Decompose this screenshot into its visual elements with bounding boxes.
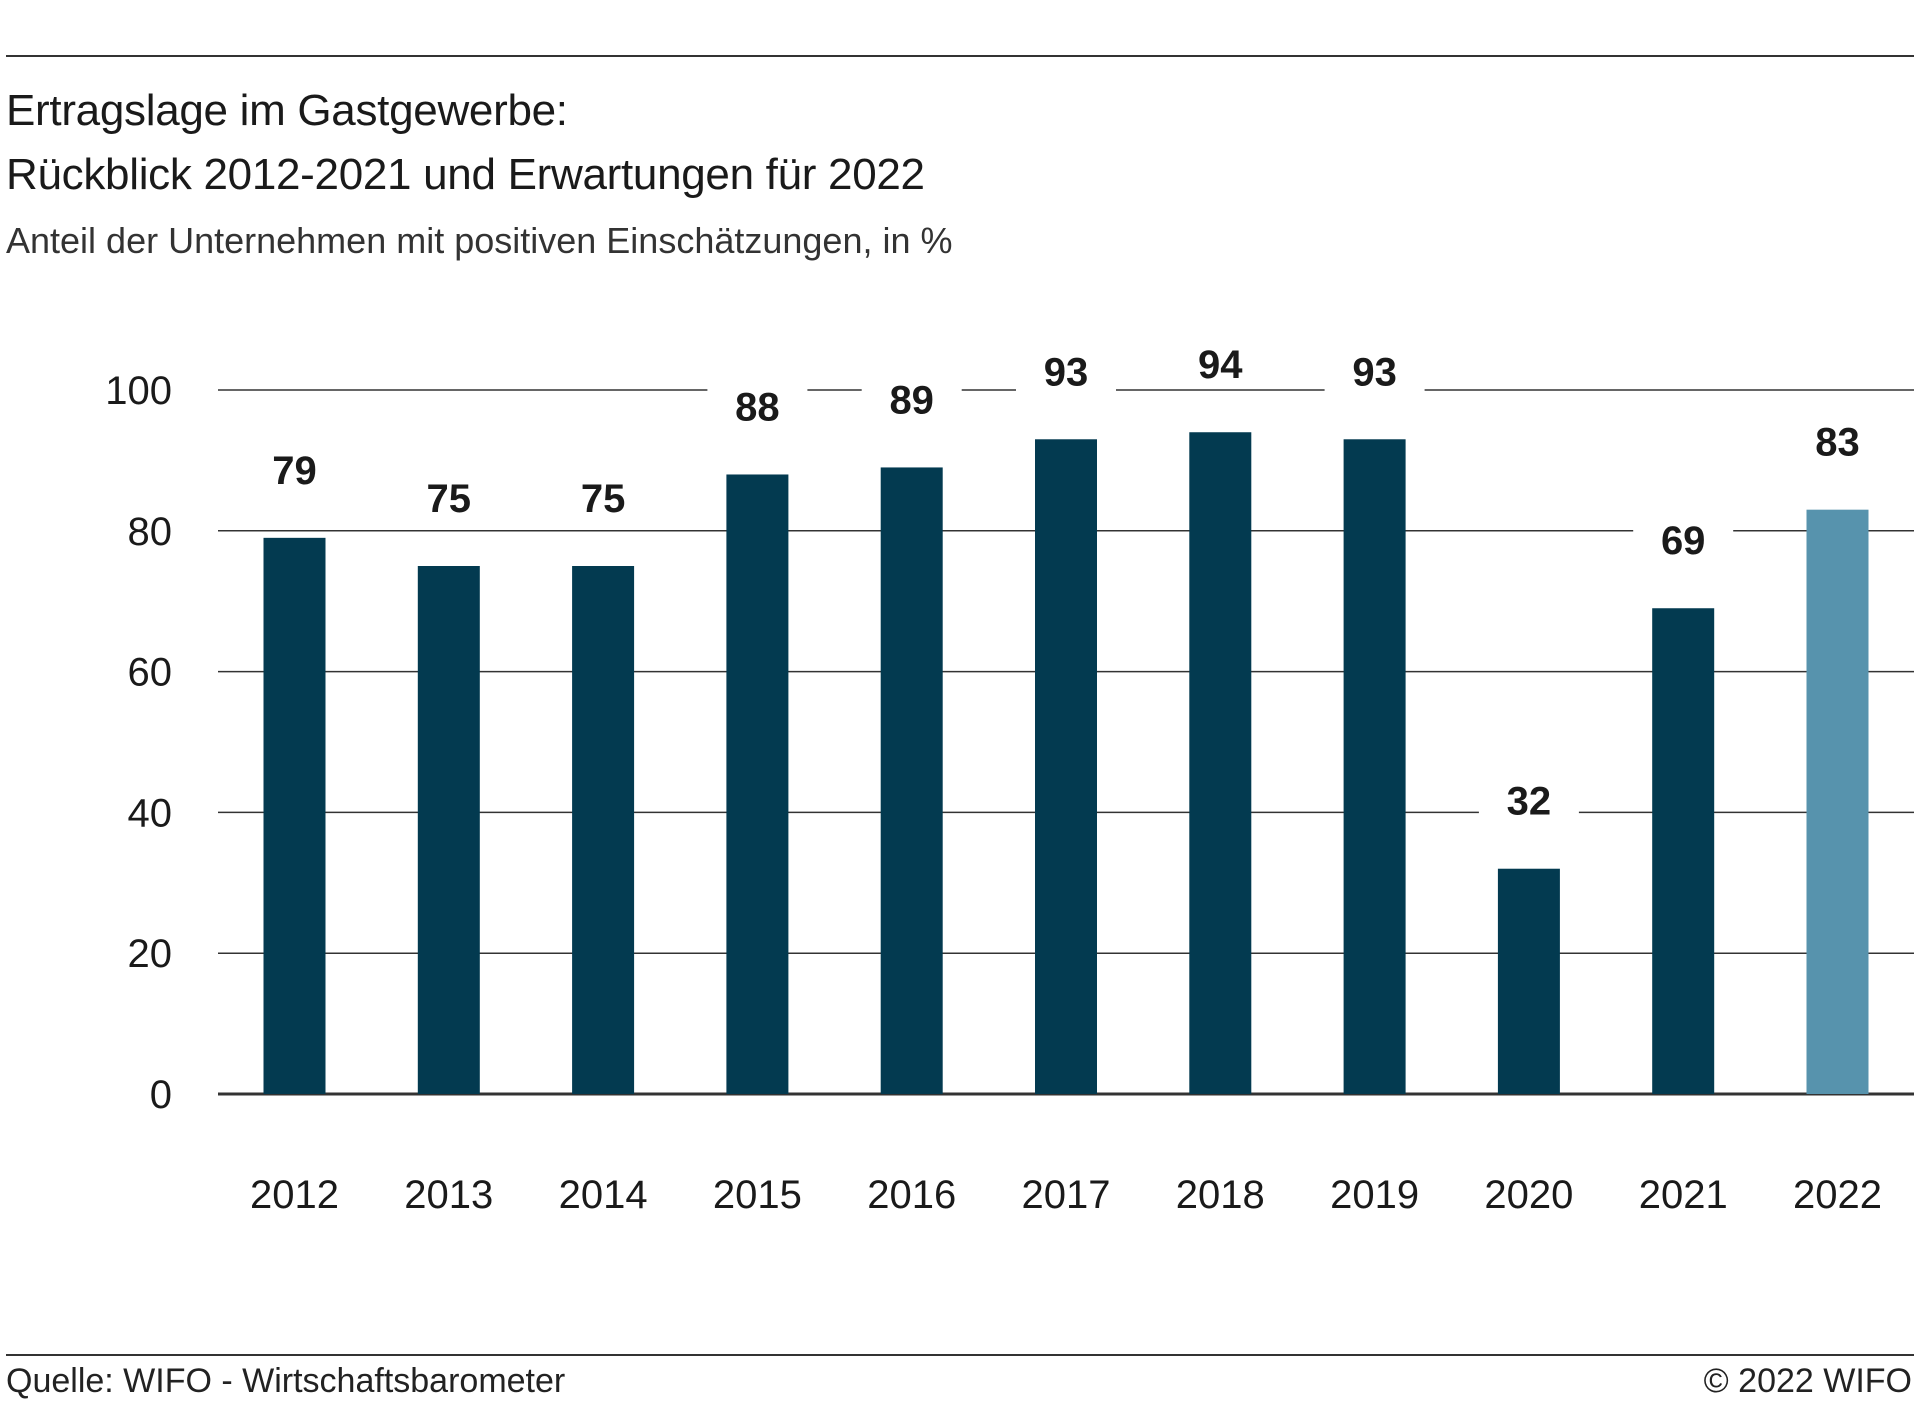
y-tick-label: 40 <box>128 791 173 835</box>
data-label-2022: 83 <box>1815 421 1860 465</box>
y-tick-label: 0 <box>150 1073 172 1117</box>
data-label-2013: 75 <box>427 477 472 521</box>
x-tick-label: 2015 <box>713 1173 802 1217</box>
bar-2012 <box>263 537 326 1094</box>
data-label-2014: 75 <box>581 477 626 521</box>
data-label-bg <box>1016 349 1116 396</box>
y-tick-label: 20 <box>128 932 173 976</box>
data-label-bg <box>1324 349 1425 396</box>
data-label-bg <box>398 476 499 522</box>
data-label-2015: 88 <box>735 385 780 429</box>
bar-2017 <box>1035 439 1097 1094</box>
data-label-bg <box>244 447 345 494</box>
bar-2020 <box>1497 868 1560 1094</box>
data-label-bg <box>861 377 962 424</box>
bar-2014 <box>572 566 635 1094</box>
bar-2013 <box>417 566 480 1094</box>
top-rule <box>6 55 1914 57</box>
data-label-bg <box>707 384 808 431</box>
data-label-bg <box>1478 778 1579 825</box>
x-axis-ticks: 2012 2013 2014 2015 2016 2017 2018 2019 2020 2021… <box>250 1173 1882 1217</box>
chart-title-line-1: Ertragslage im Gastgewerbe: <box>6 86 568 135</box>
data-label-2018: 94 <box>1198 343 1243 387</box>
data-label-2012: 79 <box>272 449 317 493</box>
data-labels: 79 75 75 88 89 93 94 93 32 69 83 <box>244 342 1888 825</box>
copyright-note: © 2022 WIFO <box>1703 1362 1912 1400</box>
data-label-bg <box>553 476 654 522</box>
x-tick-label: 2016 <box>867 1173 956 1217</box>
x-tick-label: 2020 <box>1484 1173 1573 1217</box>
source-note: Quelle: WIFO - Wirtschaftsbarometer <box>6 1362 566 1400</box>
x-tick-label: 2022 <box>1793 1173 1882 1217</box>
data-label-bg <box>1170 342 1271 389</box>
bar-2016 <box>880 467 943 1094</box>
bar-2015 <box>726 474 789 1094</box>
y-tick-label: 60 <box>128 651 173 695</box>
x-tick-label: 2017 <box>1022 1173 1111 1217</box>
bar-2021 <box>1652 608 1715 1094</box>
data-label-bg <box>1633 518 1734 565</box>
data-label-bg <box>1787 419 1888 466</box>
bar-chart: 79 75 75 88 89 93 94 93 32 69 83 0 20 40 60 80 100 2012… <box>105 342 1914 1217</box>
bar-2019 <box>1343 439 1406 1094</box>
data-label-2019: 93 <box>1352 350 1397 394</box>
x-tick-label: 2019 <box>1330 1173 1419 1217</box>
data-label-2017: 93 <box>1044 350 1089 394</box>
x-tick-label: 2021 <box>1639 1173 1728 1217</box>
y-tick-label: 100 <box>105 369 172 413</box>
bottom-rule <box>6 1354 1914 1356</box>
data-label-2021: 69 <box>1661 519 1706 563</box>
data-label-2020: 32 <box>1507 780 1552 824</box>
data-label-2016: 89 <box>889 378 934 422</box>
y-axis-ticks: 0 20 40 60 80 100 <box>105 369 172 1117</box>
x-tick-label: 2018 <box>1176 1173 1265 1217</box>
chart-title-line-2: Rückblick 2012-2021 und Erwartungen für … <box>6 150 925 199</box>
bar-2018 <box>1189 432 1252 1094</box>
bars <box>263 432 1869 1094</box>
chart-subtitle: Anteil der Unternehmen mit positiven Ein… <box>6 220 953 261</box>
x-tick-label: 2013 <box>404 1173 493 1217</box>
x-tick-label: 2014 <box>559 1173 648 1217</box>
bar-2022 <box>1806 509 1869 1094</box>
x-tick-label: 2012 <box>250 1173 339 1217</box>
y-tick-label: 80 <box>128 510 173 554</box>
